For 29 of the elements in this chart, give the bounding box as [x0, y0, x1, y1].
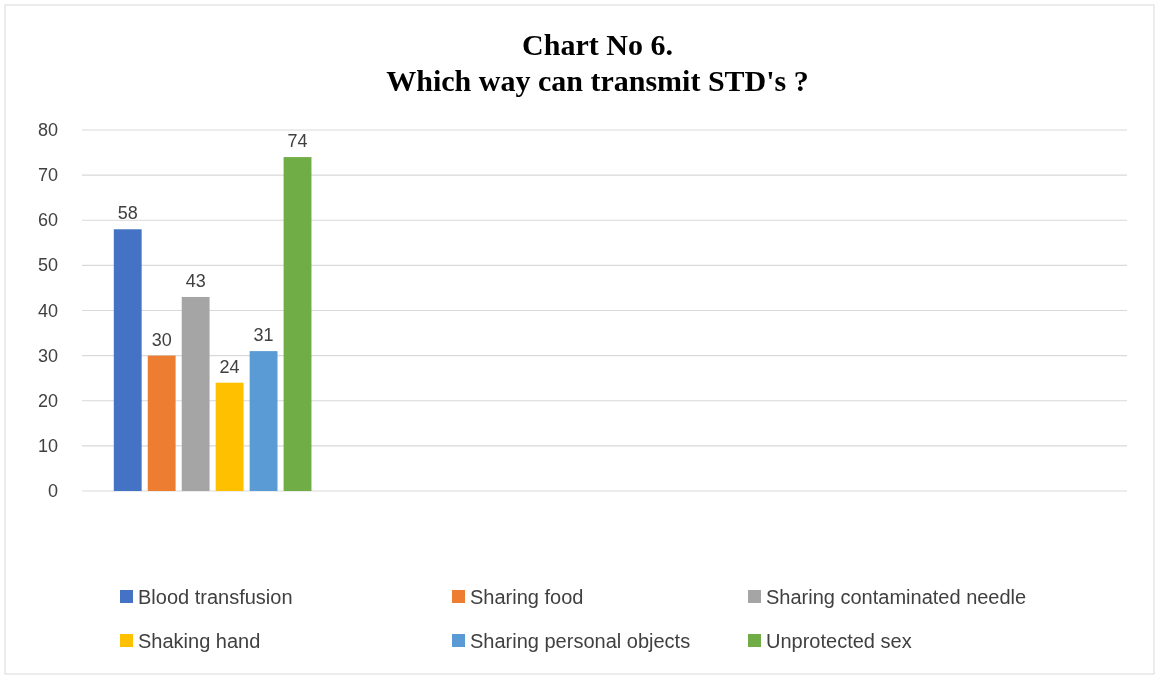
bar	[249, 351, 278, 491]
bar	[147, 355, 176, 491]
data-label: 74	[287, 131, 308, 152]
legend-label: Unprotected sex	[766, 630, 912, 652]
data-label: 24	[219, 356, 240, 377]
y-tick-label: 50	[37, 255, 58, 276]
chart-title: Chart No 6.	[522, 28, 673, 61]
data-label: 31	[253, 325, 274, 346]
legend-label: Sharing personal objects	[470, 630, 691, 652]
y-tick-label: 60	[37, 210, 58, 231]
y-tick-label: 30	[37, 345, 58, 366]
legend-label: Sharing contaminated needle	[766, 586, 1027, 608]
legend-label: Blood transfusion	[138, 586, 293, 608]
y-tick-label: 40	[37, 300, 58, 321]
y-tick-label: 20	[37, 390, 58, 411]
bar	[181, 296, 210, 491]
y-tick-label: 10	[37, 435, 58, 456]
y-tick-label: 70	[37, 165, 58, 186]
bar	[215, 382, 244, 491]
y-tick-label: 80	[37, 120, 58, 140]
chart-subtitle: Which way can transmit STD's ?	[386, 64, 809, 97]
data-label: 58	[117, 203, 138, 224]
data-label: 30	[151, 329, 172, 350]
bar	[113, 229, 142, 491]
data-label: 43	[185, 270, 206, 291]
bar	[283, 157, 312, 491]
y-tick-label: 0	[47, 481, 58, 501]
legend-label: Shaking hand	[138, 630, 261, 652]
legend-label: Sharing food	[470, 586, 584, 608]
